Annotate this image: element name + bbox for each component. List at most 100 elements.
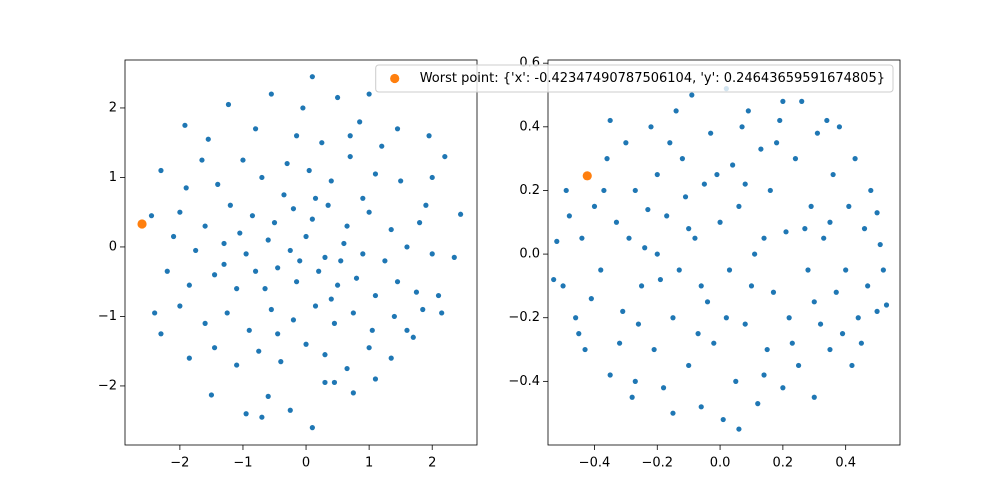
point bbox=[284, 160, 290, 167]
point bbox=[808, 203, 814, 209]
y-tick-label: 0 bbox=[109, 239, 117, 254]
point bbox=[711, 340, 717, 346]
point bbox=[186, 355, 192, 361]
y-tick-label: −2 bbox=[98, 378, 117, 393]
point bbox=[331, 379, 338, 386]
point bbox=[366, 209, 372, 215]
point bbox=[836, 124, 842, 130]
x-tick-label: 0 bbox=[302, 456, 310, 471]
point bbox=[182, 122, 188, 128]
point bbox=[786, 315, 792, 321]
point bbox=[442, 153, 448, 160]
point bbox=[783, 229, 789, 235]
point bbox=[388, 226, 394, 233]
point bbox=[303, 233, 309, 240]
point bbox=[306, 167, 312, 174]
point bbox=[347, 153, 353, 160]
point bbox=[657, 276, 664, 283]
point bbox=[582, 171, 592, 181]
point bbox=[805, 267, 811, 273]
point bbox=[698, 283, 704, 289]
point bbox=[360, 251, 366, 257]
point bbox=[588, 296, 594, 302]
point bbox=[338, 258, 344, 264]
legend-box bbox=[375, 64, 894, 93]
point bbox=[667, 140, 673, 146]
x-tick-label: 2 bbox=[428, 456, 436, 471]
point bbox=[388, 355, 394, 361]
point bbox=[309, 216, 315, 222]
point bbox=[883, 302, 890, 308]
point bbox=[629, 394, 635, 400]
point bbox=[648, 124, 654, 130]
point bbox=[170, 233, 177, 240]
point bbox=[686, 362, 692, 369]
point bbox=[344, 223, 350, 229]
y-tick-label: 1 bbox=[109, 170, 117, 185]
point bbox=[601, 187, 607, 194]
point bbox=[429, 251, 435, 257]
point bbox=[874, 308, 880, 314]
point bbox=[604, 156, 610, 162]
point bbox=[654, 171, 660, 178]
point bbox=[635, 321, 642, 327]
point bbox=[752, 251, 758, 257]
point bbox=[268, 91, 274, 97]
point bbox=[148, 213, 155, 219]
point bbox=[202, 320, 208, 326]
point bbox=[708, 130, 714, 136]
point bbox=[366, 345, 372, 351]
point bbox=[679, 156, 685, 162]
point bbox=[394, 126, 401, 132]
point bbox=[316, 268, 322, 274]
point bbox=[638, 283, 645, 289]
point bbox=[234, 286, 240, 292]
point bbox=[347, 133, 353, 139]
x-tick-label: −0.2 bbox=[641, 456, 673, 471]
point bbox=[730, 162, 736, 168]
point bbox=[227, 202, 233, 208]
point bbox=[821, 235, 827, 241]
y-tick-label: −0.2 bbox=[508, 310, 540, 325]
point bbox=[240, 157, 246, 163]
x-tick-label: 0.0 bbox=[710, 456, 731, 471]
point bbox=[582, 346, 588, 353]
point bbox=[350, 310, 356, 316]
point bbox=[281, 192, 287, 198]
point bbox=[880, 267, 886, 273]
point bbox=[843, 267, 849, 273]
point bbox=[563, 187, 569, 194]
point bbox=[607, 117, 613, 124]
point bbox=[297, 258, 303, 264]
point bbox=[632, 378, 638, 384]
point bbox=[780, 98, 786, 104]
point bbox=[758, 146, 764, 152]
point bbox=[720, 416, 726, 423]
point bbox=[554, 238, 560, 244]
point bbox=[726, 267, 733, 273]
point bbox=[764, 346, 770, 353]
point bbox=[177, 209, 183, 215]
point bbox=[451, 254, 457, 260]
point bbox=[723, 315, 729, 321]
point bbox=[372, 292, 379, 299]
point bbox=[211, 272, 218, 278]
point bbox=[322, 379, 328, 386]
y-tick-label: 0.2 bbox=[519, 183, 540, 198]
point bbox=[265, 393, 271, 399]
point bbox=[795, 362, 802, 369]
point bbox=[300, 105, 306, 111]
point bbox=[322, 254, 328, 260]
point bbox=[271, 220, 278, 226]
point bbox=[701, 181, 707, 187]
point bbox=[328, 296, 334, 302]
point bbox=[852, 156, 858, 162]
point bbox=[429, 174, 435, 181]
y-tick-label: 0.4 bbox=[519, 119, 540, 134]
point bbox=[309, 74, 315, 80]
point bbox=[372, 376, 379, 382]
point bbox=[275, 331, 281, 337]
point bbox=[676, 267, 682, 273]
point bbox=[799, 98, 805, 104]
point bbox=[855, 315, 861, 321]
